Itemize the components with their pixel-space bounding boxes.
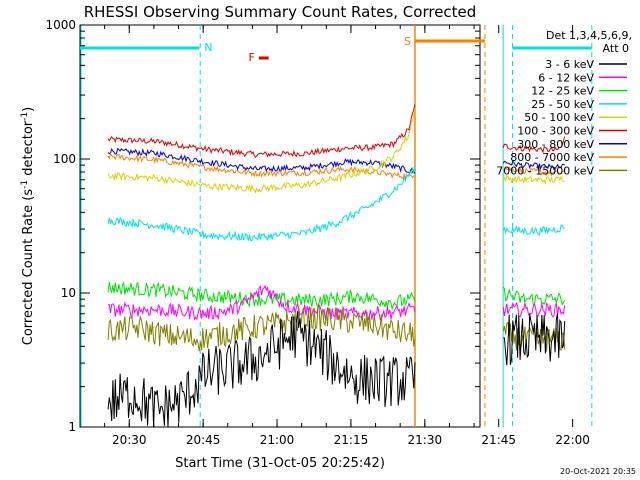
legend-entry-label: 50 - 100 keV xyxy=(524,111,594,124)
y-axis-label-sup1: -1 xyxy=(20,180,30,189)
series-line-segment-2 xyxy=(502,136,566,154)
y-axis-label-end: ) xyxy=(21,107,36,112)
series-line-segment-1 xyxy=(107,284,416,321)
y-axis-label-sup2: -1 xyxy=(20,112,30,121)
series-6-12keV xyxy=(107,284,566,321)
series-line-segment-1 xyxy=(107,147,416,174)
series-100-300keV xyxy=(107,104,566,159)
chart-title: RHESSI Observing Summary Count Rates, Co… xyxy=(84,3,477,21)
series-300-800keV xyxy=(107,147,565,174)
x-tick-label: 21:15 xyxy=(334,433,369,447)
y-tick-label: 1 xyxy=(68,420,76,434)
series-line-segment-2 xyxy=(502,224,565,236)
series-line-segment-1 xyxy=(107,281,416,311)
series-line-segment-1 xyxy=(107,152,416,181)
y-tick-label: 1000 xyxy=(45,18,76,32)
series-line-segment-2 xyxy=(502,174,565,185)
x-tick-label: 21:30 xyxy=(408,433,443,447)
series-3-6keV xyxy=(107,311,566,428)
x-tick-label: 22:00 xyxy=(555,433,590,447)
legend-entry-label: 12 - 25 keV xyxy=(531,85,594,98)
saa-flag-label: S xyxy=(404,35,411,48)
legend-entry-label: 300 - 800 keV xyxy=(517,138,594,151)
y-axis-label-mid: detector xyxy=(21,120,36,180)
y-axis-label: Corrected Count Rate (s-1 detector-1) xyxy=(20,107,36,345)
legend-header-attenuator: Att 0 xyxy=(603,42,629,55)
series-line-segment-1 xyxy=(107,107,416,194)
series-line-segment-2 xyxy=(503,166,566,177)
legend-entry-label: 100 - 300 keV xyxy=(517,125,594,138)
series-line-segment-1 xyxy=(107,305,416,352)
night-flag-label: N xyxy=(204,41,212,54)
x-tick-label: 20:30 xyxy=(112,433,147,447)
legend-entry-label: 25 - 50 keV xyxy=(531,98,594,111)
series-line-segment-1 xyxy=(107,104,416,159)
legend-header-detectors: Det 1,3,4,5,6,9, xyxy=(546,29,632,42)
legend-entry-label: 6 - 12 keV xyxy=(538,71,594,84)
y-axis-label-main: Corrected Count Rate (s xyxy=(21,189,36,346)
x-axis: 20:30 20:45 21:00 21:15 21:30 21:45 22:00 xyxy=(104,25,590,447)
footer-timestamp: 20-Oct-2021 20:35 xyxy=(560,467,636,476)
series-line-segment-2 xyxy=(503,313,566,366)
series-25-50keV xyxy=(107,166,565,242)
observation-flags: N S F xyxy=(80,25,593,427)
y-tick-label: 100 xyxy=(53,152,76,166)
plot-frame xyxy=(79,24,481,428)
x-tick-label: 21:00 xyxy=(260,433,295,447)
y-tick-label: 10 xyxy=(61,286,76,300)
series-12-25keV xyxy=(107,281,566,311)
legend-entry-label: 7000 - 15000 keV xyxy=(496,164,594,177)
x-tick-label: 20:45 xyxy=(186,433,221,447)
legend-entry-label: 800 - 7000 keV xyxy=(510,151,594,164)
flare-flag-label: F xyxy=(248,51,254,64)
x-axis-label: Start Time (31-Oct-05 20:25:42) xyxy=(175,456,385,471)
legend-entry-label: 3 - 6 keV xyxy=(545,58,594,71)
series-line-segment-1 xyxy=(107,166,416,242)
series-line-segment-1 xyxy=(107,311,416,428)
y-axis: 1 10 100 1000 xyxy=(45,18,480,434)
series-line-segment-2 xyxy=(502,301,566,318)
x-tick-label: 21:45 xyxy=(481,433,516,447)
series-50-100keV xyxy=(107,107,565,194)
series-line-segment-2 xyxy=(502,160,565,171)
series-layer xyxy=(107,104,566,428)
